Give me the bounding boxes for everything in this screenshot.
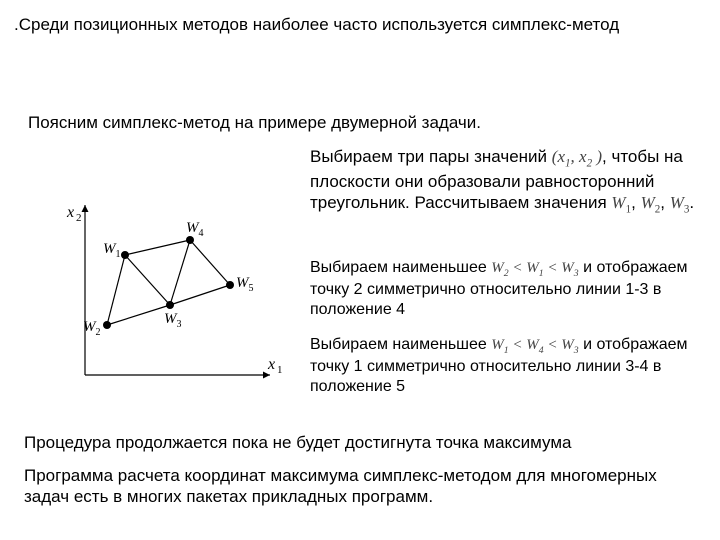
paragraph-2: Выбираем наименьшее W2 < W1 < W3 и отобр… xyxy=(310,258,705,320)
p2-a: Выбираем наименьшее xyxy=(310,259,491,276)
paragraph-5: Программа расчета координат максимума си… xyxy=(24,465,704,508)
paragraph-1: Выбираем три пары значений (x1, x2 ), чт… xyxy=(310,146,705,218)
svg-text:x: x xyxy=(66,204,74,221)
paragraph-4: Процедура продолжается пока не будет дос… xyxy=(24,432,704,453)
p1-w1: W1 xyxy=(611,193,631,212)
svg-text:W5: W5 xyxy=(236,275,254,294)
svg-text:W4: W4 xyxy=(186,220,204,239)
svg-text:W2: W2 xyxy=(83,319,101,338)
svg-text:1: 1 xyxy=(277,364,283,376)
svg-text:x: x xyxy=(267,356,275,373)
p2-math: W2 < W1 < W3 xyxy=(491,260,578,276)
p1-math: (x1, x2 ) xyxy=(552,147,602,166)
example-heading: Поясним симплекс-метод на примере двумер… xyxy=(28,112,688,133)
p1-a: Выбираем три пары значений xyxy=(310,147,552,166)
paragraph-3: Выбираем наименьшее W1 < W4 < W3 и отобр… xyxy=(310,335,705,397)
p1-w3: W3 xyxy=(670,193,690,212)
p1-w2: W2 xyxy=(641,193,661,212)
intro-text: .Среди позиционных методов наиболее част… xyxy=(14,14,706,35)
svg-text:W3: W3 xyxy=(164,311,182,330)
p3-a: Выбираем наименьшее xyxy=(310,336,491,353)
simplex-diagram: x1x2W1W2W3W4W5 xyxy=(30,195,300,405)
p3-math: W1 < W4 < W3 xyxy=(491,337,578,353)
svg-text:2: 2 xyxy=(76,212,82,224)
svg-text:W1: W1 xyxy=(103,241,121,260)
